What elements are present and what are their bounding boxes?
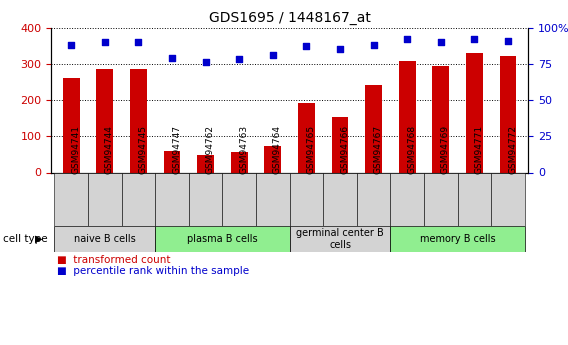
Bar: [298, 102, 315, 172]
Bar: [55, 226, 155, 252]
Point: [302, 44, 311, 49]
Bar: [265, 146, 281, 172]
Title: GDS1695 / 1448167_at: GDS1695 / 1448167_at: [209, 11, 370, 25]
Bar: [55, 172, 88, 226]
Point: [268, 52, 277, 58]
Bar: [197, 155, 214, 172]
Point: [336, 47, 345, 52]
Text: ■  transformed count: ■ transformed count: [57, 255, 170, 265]
Bar: [390, 226, 525, 252]
Bar: [189, 172, 223, 226]
Bar: [357, 172, 390, 226]
Bar: [256, 172, 290, 226]
Bar: [500, 56, 516, 172]
Bar: [466, 53, 483, 172]
Bar: [231, 152, 248, 172]
Text: GSM94745: GSM94745: [139, 125, 148, 174]
Bar: [390, 172, 424, 226]
Bar: [491, 172, 525, 226]
Text: ▶: ▶: [35, 234, 43, 244]
Text: GSM94764: GSM94764: [273, 125, 282, 174]
Bar: [458, 172, 491, 226]
Point: [504, 38, 513, 43]
Point: [134, 39, 143, 45]
Point: [201, 60, 210, 65]
Text: plasma B cells: plasma B cells: [187, 234, 258, 244]
Bar: [290, 172, 323, 226]
Bar: [365, 85, 382, 172]
Text: GSM94766: GSM94766: [340, 125, 349, 174]
Bar: [323, 172, 357, 226]
Point: [369, 42, 378, 48]
Point: [66, 42, 76, 48]
Bar: [155, 172, 189, 226]
Text: GSM94771: GSM94771: [474, 125, 483, 174]
Bar: [155, 226, 290, 252]
Point: [403, 37, 412, 42]
Bar: [424, 172, 458, 226]
Bar: [97, 69, 113, 172]
Text: naive B cells: naive B cells: [74, 234, 136, 244]
Text: GSM94762: GSM94762: [206, 125, 215, 174]
Text: GSM94763: GSM94763: [239, 125, 248, 174]
Point: [101, 39, 110, 45]
Text: cell type: cell type: [3, 234, 48, 244]
Text: GSM94768: GSM94768: [407, 125, 416, 174]
Point: [470, 37, 479, 42]
Bar: [164, 151, 181, 172]
Bar: [122, 172, 155, 226]
Bar: [332, 117, 349, 172]
Text: germinal center B
cells: germinal center B cells: [296, 228, 384, 250]
Text: GSM94765: GSM94765: [307, 125, 315, 174]
Text: ■  percentile rank within the sample: ■ percentile rank within the sample: [57, 266, 249, 276]
Point: [235, 57, 244, 62]
Text: GSM94769: GSM94769: [441, 125, 450, 174]
Point: [168, 55, 177, 61]
Bar: [88, 172, 122, 226]
Text: GSM94767: GSM94767: [374, 125, 383, 174]
Text: GSM94772: GSM94772: [508, 125, 517, 174]
Bar: [432, 66, 449, 172]
Bar: [290, 226, 390, 252]
Bar: [63, 78, 80, 172]
Text: GSM94744: GSM94744: [105, 125, 114, 174]
Point: [436, 39, 445, 45]
Bar: [130, 69, 147, 172]
Bar: [399, 61, 416, 172]
Text: GSM94741: GSM94741: [71, 125, 80, 174]
Text: memory B cells: memory B cells: [420, 234, 495, 244]
Text: GSM94747: GSM94747: [172, 125, 181, 174]
Bar: [223, 172, 256, 226]
